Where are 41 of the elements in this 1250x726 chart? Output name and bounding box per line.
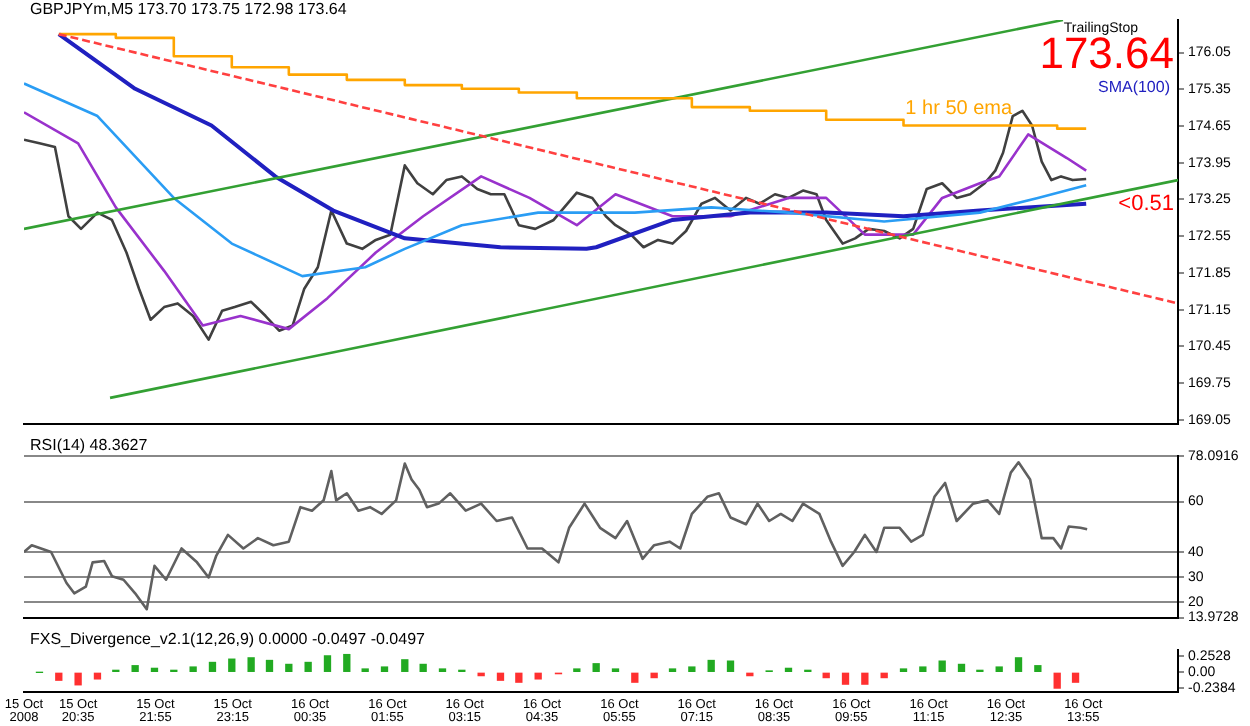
annotation: <0.51 xyxy=(1118,192,1174,217)
bar xyxy=(957,663,966,672)
bar xyxy=(995,666,1003,672)
bar xyxy=(323,655,332,672)
bar xyxy=(189,666,197,672)
bar xyxy=(707,659,715,672)
bar xyxy=(74,672,82,686)
bar xyxy=(1034,665,1042,672)
chart-title: GBPJPYm,M5 173.70 173.75 172.98 173.64 xyxy=(30,0,348,19)
bar xyxy=(726,660,735,672)
bar xyxy=(841,672,850,685)
bar xyxy=(1071,672,1080,683)
bar xyxy=(247,657,255,672)
bar xyxy=(401,659,409,672)
bar xyxy=(285,663,293,672)
bar xyxy=(1014,657,1023,672)
chart-title: RSI(14) 48.3627 xyxy=(30,436,149,455)
chart-title: FXS_Divergence_v2.1(12,26,9) 0.0000 -0.0497 -0.0497 xyxy=(30,630,427,649)
bar xyxy=(515,672,523,683)
bar xyxy=(228,658,236,672)
bar xyxy=(419,663,427,672)
bar xyxy=(592,663,600,672)
bar xyxy=(265,659,274,672)
bar xyxy=(534,672,542,680)
bar xyxy=(631,672,639,683)
bar xyxy=(1053,672,1061,689)
bar xyxy=(208,661,217,672)
bar xyxy=(650,672,658,679)
bar xyxy=(919,666,927,672)
bar xyxy=(343,653,351,672)
annotation: 1 hr 50 ema xyxy=(905,97,1013,120)
bar xyxy=(304,661,312,672)
bar xyxy=(55,672,63,681)
bar xyxy=(688,666,696,672)
text: SMA(100) xyxy=(1097,78,1171,97)
bar xyxy=(380,666,389,672)
bar xyxy=(861,672,869,685)
bar xyxy=(93,672,102,680)
bar xyxy=(131,665,139,672)
bar xyxy=(496,672,505,681)
bar xyxy=(938,660,946,672)
